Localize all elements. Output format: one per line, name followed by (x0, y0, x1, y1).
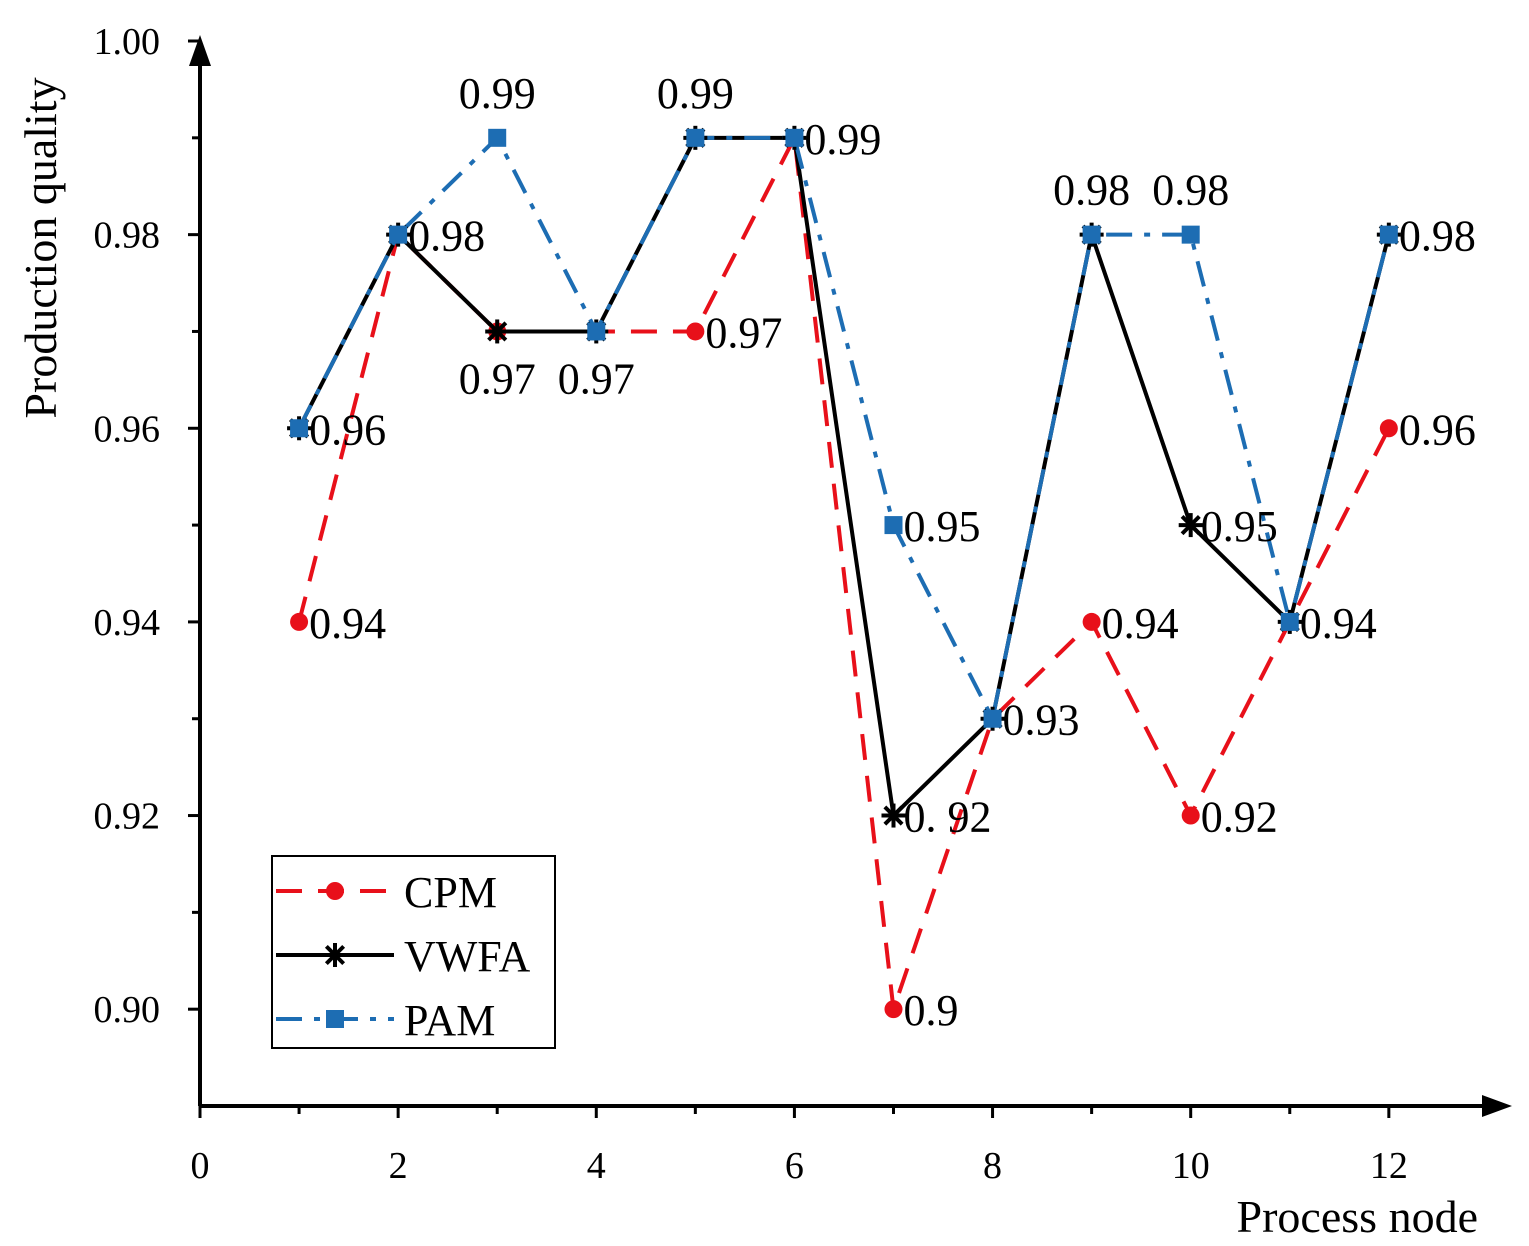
data-label: 0.94 (309, 599, 386, 648)
data-point-cpm (1379, 419, 1398, 438)
data-label: 0.94 (1102, 599, 1179, 648)
y-axis-title: Production quality (15, 77, 66, 418)
y-tick-label: 0.98 (94, 215, 161, 257)
legend-marker-cpm (326, 882, 344, 900)
data-label: 0. 92 (903, 793, 991, 842)
legend-label-cpm: CPM (404, 868, 497, 917)
data-point-pam (1181, 225, 1200, 244)
data-label: 0.96 (309, 405, 386, 454)
legend-label-vwfa: VWFA (404, 932, 531, 981)
data-label: 0.98 (1152, 166, 1229, 215)
data-point-cpm (686, 322, 705, 341)
x-tick-label: 12 (1370, 1145, 1408, 1187)
legend-marker-vwfa (323, 943, 347, 967)
data-label: 0.97 (459, 354, 536, 403)
data-point-cpm (1181, 806, 1200, 825)
series-markers (287, 125, 1401, 1019)
x-tick-label: 8 (983, 1145, 1002, 1187)
x-tick-label: 10 (1172, 1145, 1210, 1187)
data-point-pam (785, 128, 804, 147)
data-point-pam (1379, 225, 1398, 244)
data-label: 0.95 (903, 502, 980, 551)
legend-box (271, 855, 556, 1049)
x-tick-label: 2 (389, 1145, 408, 1187)
data-label: 0.98 (1053, 166, 1130, 215)
legend-label-pam: PAM (404, 996, 495, 1045)
series-line-pam (297, 135, 1391, 721)
data-point-pam (983, 709, 1002, 728)
data-label: 0.99 (657, 69, 734, 118)
data-point-pam (488, 128, 507, 147)
data-point-pam (587, 322, 606, 341)
legend: CPM VWFA PAM (271, 855, 556, 1049)
x-tick-label: 6 (785, 1145, 804, 1187)
data-label: 0.97 (705, 308, 782, 357)
data-label: 0.98 (1399, 212, 1476, 261)
data-point-vwfa (881, 803, 906, 828)
x-axis-title: Process node (1237, 1191, 1478, 1242)
data-label: 0.93 (1003, 696, 1080, 745)
legend-marker-pam (326, 1010, 344, 1028)
data-point-pam (1082, 225, 1101, 244)
axis-ticks: 0 2 4 6 8 10 12 0.90 0.92 0.94 0.96 0.98 1.00 (94, 21, 1408, 1187)
data-point-pam (290, 419, 309, 438)
series-lines (297, 135, 1391, 1012)
data-label: 0.92 (1201, 793, 1278, 842)
data-labels: 0.94 0.96 0.98 0.99 0.97 0.97 0.97 0.99 0.99 0.95… (309, 69, 1476, 1035)
y-tick-label: 0.96 (94, 408, 161, 450)
data-label: 0.98 (408, 212, 485, 261)
data-label: 0.95 (1201, 502, 1278, 551)
data-label: 0.96 (1399, 405, 1476, 454)
y-tick-label: 0.94 (94, 602, 161, 644)
data-point-pam (884, 516, 903, 535)
y-tick-label: 0.90 (94, 989, 161, 1031)
data-label: 0.97 (558, 354, 635, 403)
x-tick-label: 0 (191, 1145, 210, 1187)
data-label: 0.99 (804, 115, 881, 164)
y-tick-label: 0.92 (94, 796, 161, 838)
x-axis-arrow-icon (1482, 1095, 1512, 1117)
data-point-vwfa (485, 319, 510, 344)
data-point-pam (686, 128, 705, 147)
data-point-cpm (1082, 612, 1101, 631)
series-line-vwfa (297, 135, 1391, 818)
y-axis-arrow-icon (189, 35, 211, 66)
data-label: 0.99 (459, 69, 536, 118)
data-point-pam (1280, 612, 1299, 631)
y-tick-label: 1.00 (94, 21, 161, 63)
x-tick-label: 4 (587, 1145, 606, 1187)
data-point-pam (389, 225, 408, 244)
data-point-vwfa (1178, 513, 1203, 538)
data-label: 0.94 (1300, 599, 1377, 648)
data-point-cpm (290, 612, 309, 631)
data-label: 0.9 (903, 986, 958, 1035)
data-point-cpm (884, 1000, 903, 1019)
